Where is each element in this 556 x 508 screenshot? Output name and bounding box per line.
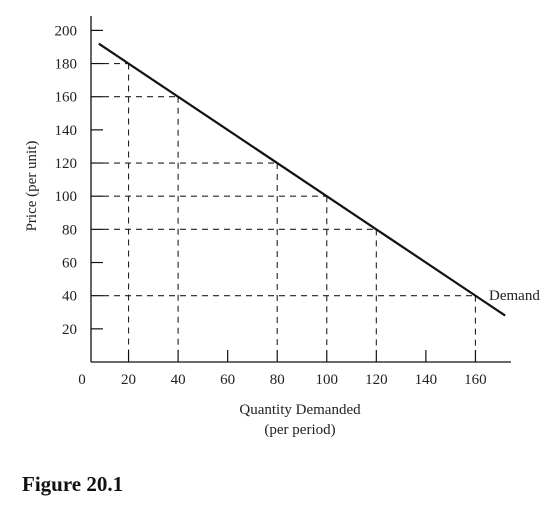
reference-guides <box>103 63 476 350</box>
x-tick-label: 100 <box>316 372 339 388</box>
y-tick-label: 40 <box>62 289 77 305</box>
demand-chart: 20 40 60 80 100 120 140 160 180 200 20 40 60 80 100 12… <box>24 16 540 438</box>
y-axis-title: Price (per unit) <box>24 141 40 232</box>
demand-line <box>98 42 506 317</box>
x-tick-label: 60 <box>220 372 235 388</box>
y-tick-label: 100 <box>55 189 78 205</box>
y-tick-label: 160 <box>55 90 78 106</box>
y-tick-label: 140 <box>55 123 78 139</box>
y-tick-label: 180 <box>55 57 78 73</box>
x-axis-title: Quantity Demanded <box>239 402 361 418</box>
x-tick-label: 20 <box>121 372 136 388</box>
demand-curve-label: Demand <box>489 288 540 304</box>
axes <box>90 16 511 363</box>
origin-label: 0 <box>78 372 86 388</box>
x-tick-label: 40 <box>171 372 186 388</box>
y-tick-label: 20 <box>62 322 77 338</box>
y-ticks: 20 40 60 80 100 120 140 160 180 200 <box>55 23 103 338</box>
x-tick-label: 120 <box>365 372 388 388</box>
y-tick-label: 80 <box>62 222 77 238</box>
series-layer <box>98 42 506 317</box>
x-tick-label: 160 <box>464 372 487 388</box>
x-tick-label: 80 <box>270 372 285 388</box>
y-tick-label: 60 <box>62 256 77 272</box>
y-tick-label: 120 <box>55 156 78 172</box>
x-axis-subtitle: (per period) <box>264 422 335 438</box>
y-tick-label: 200 <box>55 23 78 39</box>
x-tick-label: 140 <box>415 372 438 388</box>
x-ticks: 20 40 60 80 100 120 140 160 <box>121 350 487 388</box>
figure-caption: Figure 20.1 <box>22 472 124 496</box>
